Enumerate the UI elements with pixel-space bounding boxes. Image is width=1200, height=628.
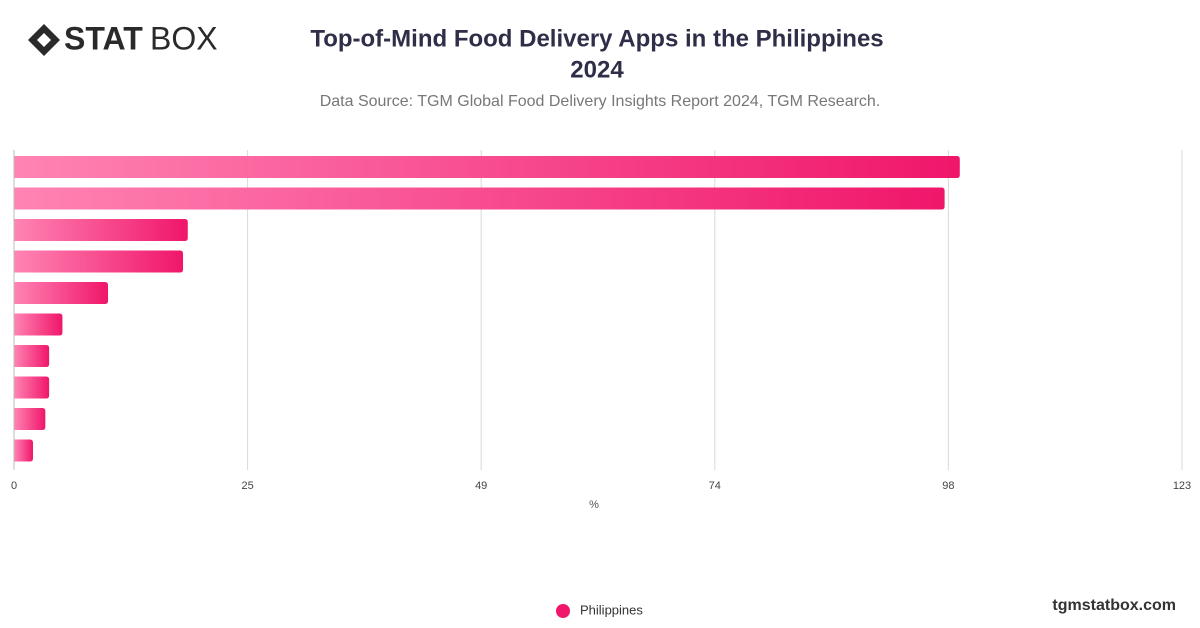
- bar: [14, 156, 960, 178]
- chart-title: 2024: [570, 56, 624, 83]
- x-tick-label: 25: [241, 480, 253, 492]
- logo-text: STAT: [64, 20, 143, 56]
- legend-marker: [556, 604, 570, 618]
- x-tick-label: 98: [942, 480, 954, 492]
- bar: [14, 187, 945, 210]
- x-tick-label: 123: [1173, 480, 1191, 492]
- bar: [14, 376, 50, 399]
- bar: [14, 345, 50, 367]
- bar: [14, 282, 109, 304]
- logo-icon: [28, 24, 60, 56]
- legend-label: Philippines: [580, 602, 643, 617]
- bar: [14, 313, 63, 336]
- x-tick-label: 49: [475, 480, 487, 492]
- x-tick-label: 74: [709, 480, 721, 492]
- logo: STAT BOX: [28, 20, 218, 56]
- bar: [14, 250, 184, 273]
- chart-title: Top-of-Mind Food Delivery Apps in the Ph…: [310, 25, 883, 52]
- x-tick-label: 0: [11, 480, 17, 492]
- bar: [14, 219, 188, 241]
- bar: [14, 408, 46, 430]
- x-axis-label: %: [589, 499, 599, 511]
- site-credit: tgmstatbox.com: [1052, 597, 1176, 614]
- chart-subtitle: Data Source: TGM Global Food Delivery In…: [320, 93, 881, 110]
- bar: [14, 439, 33, 462]
- logo-text: BOX: [150, 20, 218, 56]
